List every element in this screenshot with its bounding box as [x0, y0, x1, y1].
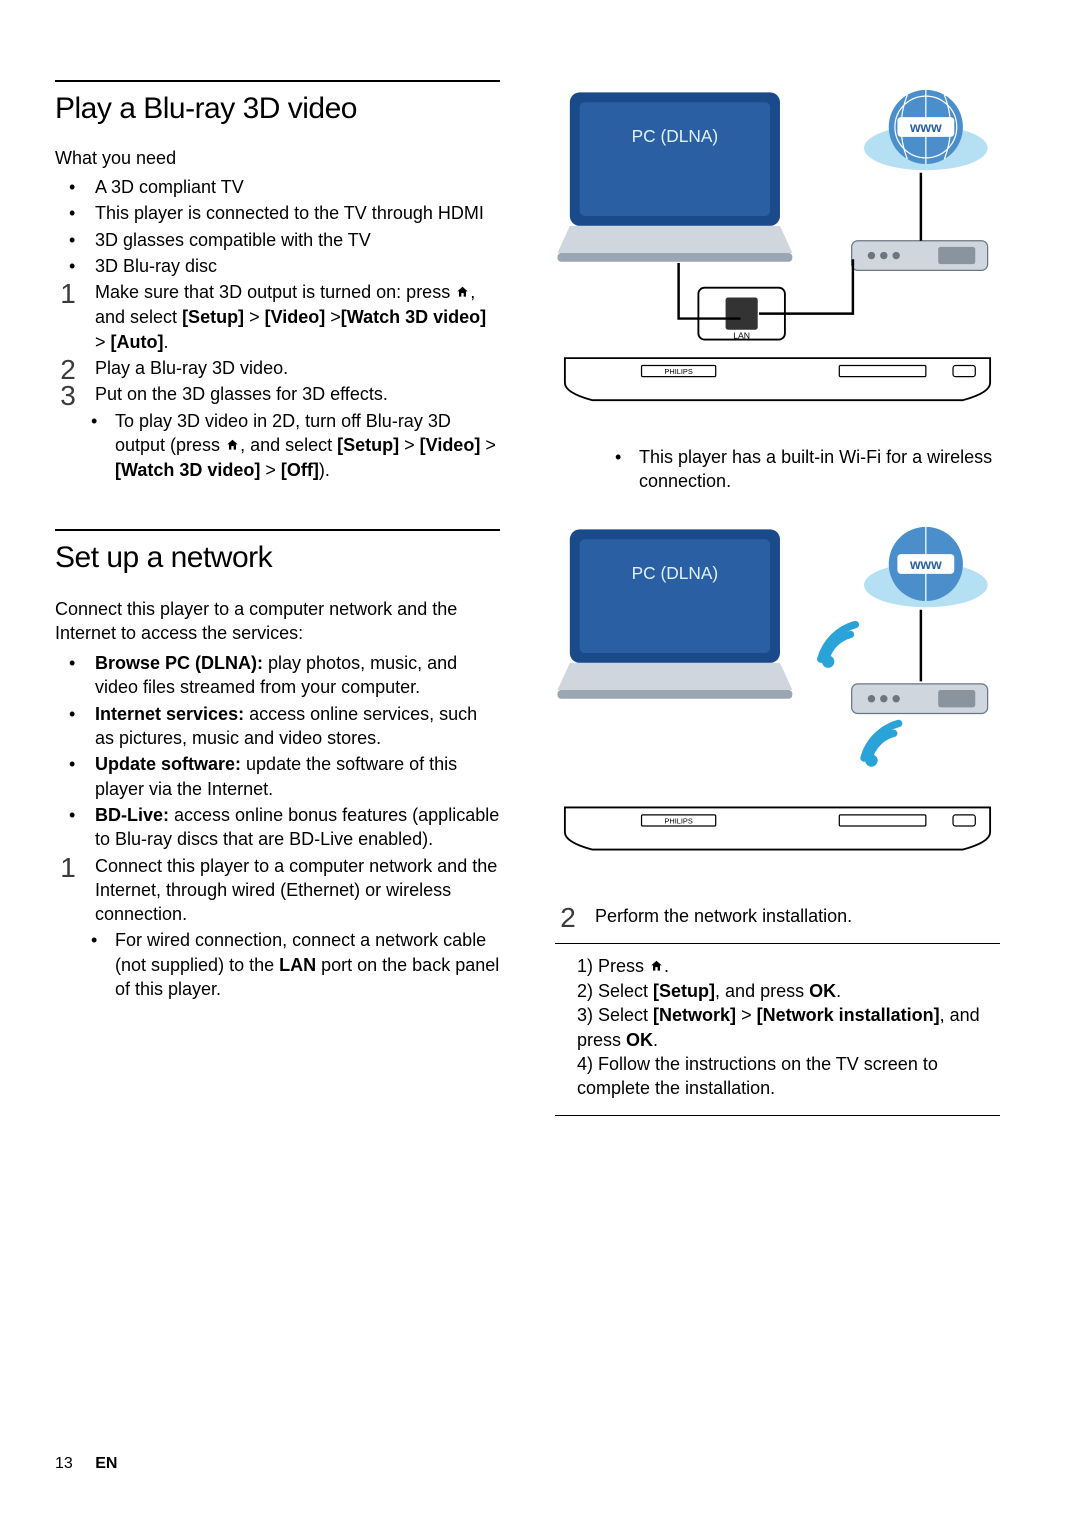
globe-icon: www [864, 527, 988, 607]
service-item: Browse PC (DLNA): play photos, music, an… [55, 651, 500, 700]
services-list: Browse PC (DLNA): play photos, music, an… [55, 651, 500, 851]
net-step1-sublist: For wired connection, connect a network … [55, 928, 500, 1001]
service-item: BD-Live: access online bonus features (a… [55, 803, 500, 852]
wifi-note: This player has a built-in Wi-Fi for a w… [579, 445, 1000, 494]
net-step1-sub: For wired connection, connect a network … [55, 928, 500, 1001]
section1-title: Play a Blu-ray 3D video [55, 80, 500, 126]
substep-4: 4) Follow the instructions on the TV scr… [577, 1052, 1000, 1101]
substep-3: 3) Select [Network] > [Network installat… [577, 1003, 1000, 1052]
home-icon [649, 955, 664, 979]
wired-network-diagram: PC (DLNA) www [555, 80, 1000, 414]
net-step-2: Perform the network installation. [555, 904, 1000, 928]
substep-2: 2) Select [Setup], and press OK. [577, 979, 1000, 1003]
wifi-note-list: This player has a built-in Wi-Fi for a w… [579, 445, 1000, 494]
right-column: PC (DLNA) www [555, 80, 1000, 1126]
svg-text:PC (DLNA): PC (DLNA) [632, 126, 719, 146]
installation-substeps: 1) Press . 2) Select [Setup], and press … [555, 954, 1000, 1101]
svg-text:www: www [909, 557, 942, 572]
laptop-icon: PC (DLNA) [557, 92, 792, 261]
laptop-icon: PC (DLNA) [557, 530, 792, 699]
section1-steps: Make sure that 3D output is turned on: p… [55, 280, 500, 482]
need-item: 3D glasses compatible with the TV [55, 228, 500, 252]
wifi-icon [821, 625, 856, 668]
globe-icon: www [864, 90, 988, 170]
svg-text:PHILIPS: PHILIPS [664, 817, 692, 826]
home-icon [225, 434, 240, 458]
divider [555, 943, 1000, 944]
wireless-network-diagram: PC (DLNA) www [555, 517, 1000, 863]
substep-1: 1) Press . [577, 954, 1000, 979]
home-icon [455, 281, 470, 305]
router-icon [852, 684, 988, 714]
page-number: 13 [55, 1455, 73, 1472]
step3-sublist: To play 3D video in 2D, turn off Blu-ray… [55, 409, 500, 483]
page-lang: EN [95, 1455, 117, 1472]
need-item: 3D Blu-ray disc [55, 254, 500, 278]
need-item: This player is connected to the TV throu… [55, 201, 500, 225]
section2-title: Set up a network [55, 529, 500, 575]
page-footer: 13 EN [55, 1455, 117, 1473]
service-item: Internet services: access online service… [55, 702, 500, 751]
svg-text:PC (DLNA): PC (DLNA) [632, 563, 719, 583]
divider [555, 1115, 1000, 1116]
router-icon [852, 241, 988, 271]
wifi-icon [864, 724, 899, 767]
needs-list: A 3D compliant TV This player is connect… [55, 175, 500, 278]
svg-text:LAN: LAN [733, 330, 750, 340]
step3-sub: To play 3D video in 2D, turn off Blu-ray… [55, 409, 500, 483]
net-step-1: Connect this player to a computer networ… [55, 854, 500, 1002]
svg-text:PHILIPS: PHILIPS [664, 367, 692, 376]
section2-steps: Connect this player to a computer networ… [55, 854, 500, 1002]
player-icon: PHILIPS [565, 358, 990, 400]
service-item: Update software: update the software of … [55, 752, 500, 801]
svg-text:www: www [909, 120, 942, 135]
step-2: Play a Blu-ray 3D video. [55, 356, 500, 380]
step-3: Put on the 3D glasses for 3D effects. To… [55, 382, 500, 482]
left-column: Play a Blu-ray 3D video What you need A … [55, 80, 500, 1126]
right-steps: Perform the network installation. [555, 904, 1000, 928]
player-icon: PHILIPS [565, 808, 990, 850]
page-columns: Play a Blu-ray 3D video What you need A … [55, 80, 1025, 1126]
what-you-need-heading: What you need [55, 148, 500, 169]
section2-intro: Connect this player to a computer networ… [55, 597, 500, 646]
step-1: Make sure that 3D output is turned on: p… [55, 280, 500, 354]
need-item: A 3D compliant TV [55, 175, 500, 199]
